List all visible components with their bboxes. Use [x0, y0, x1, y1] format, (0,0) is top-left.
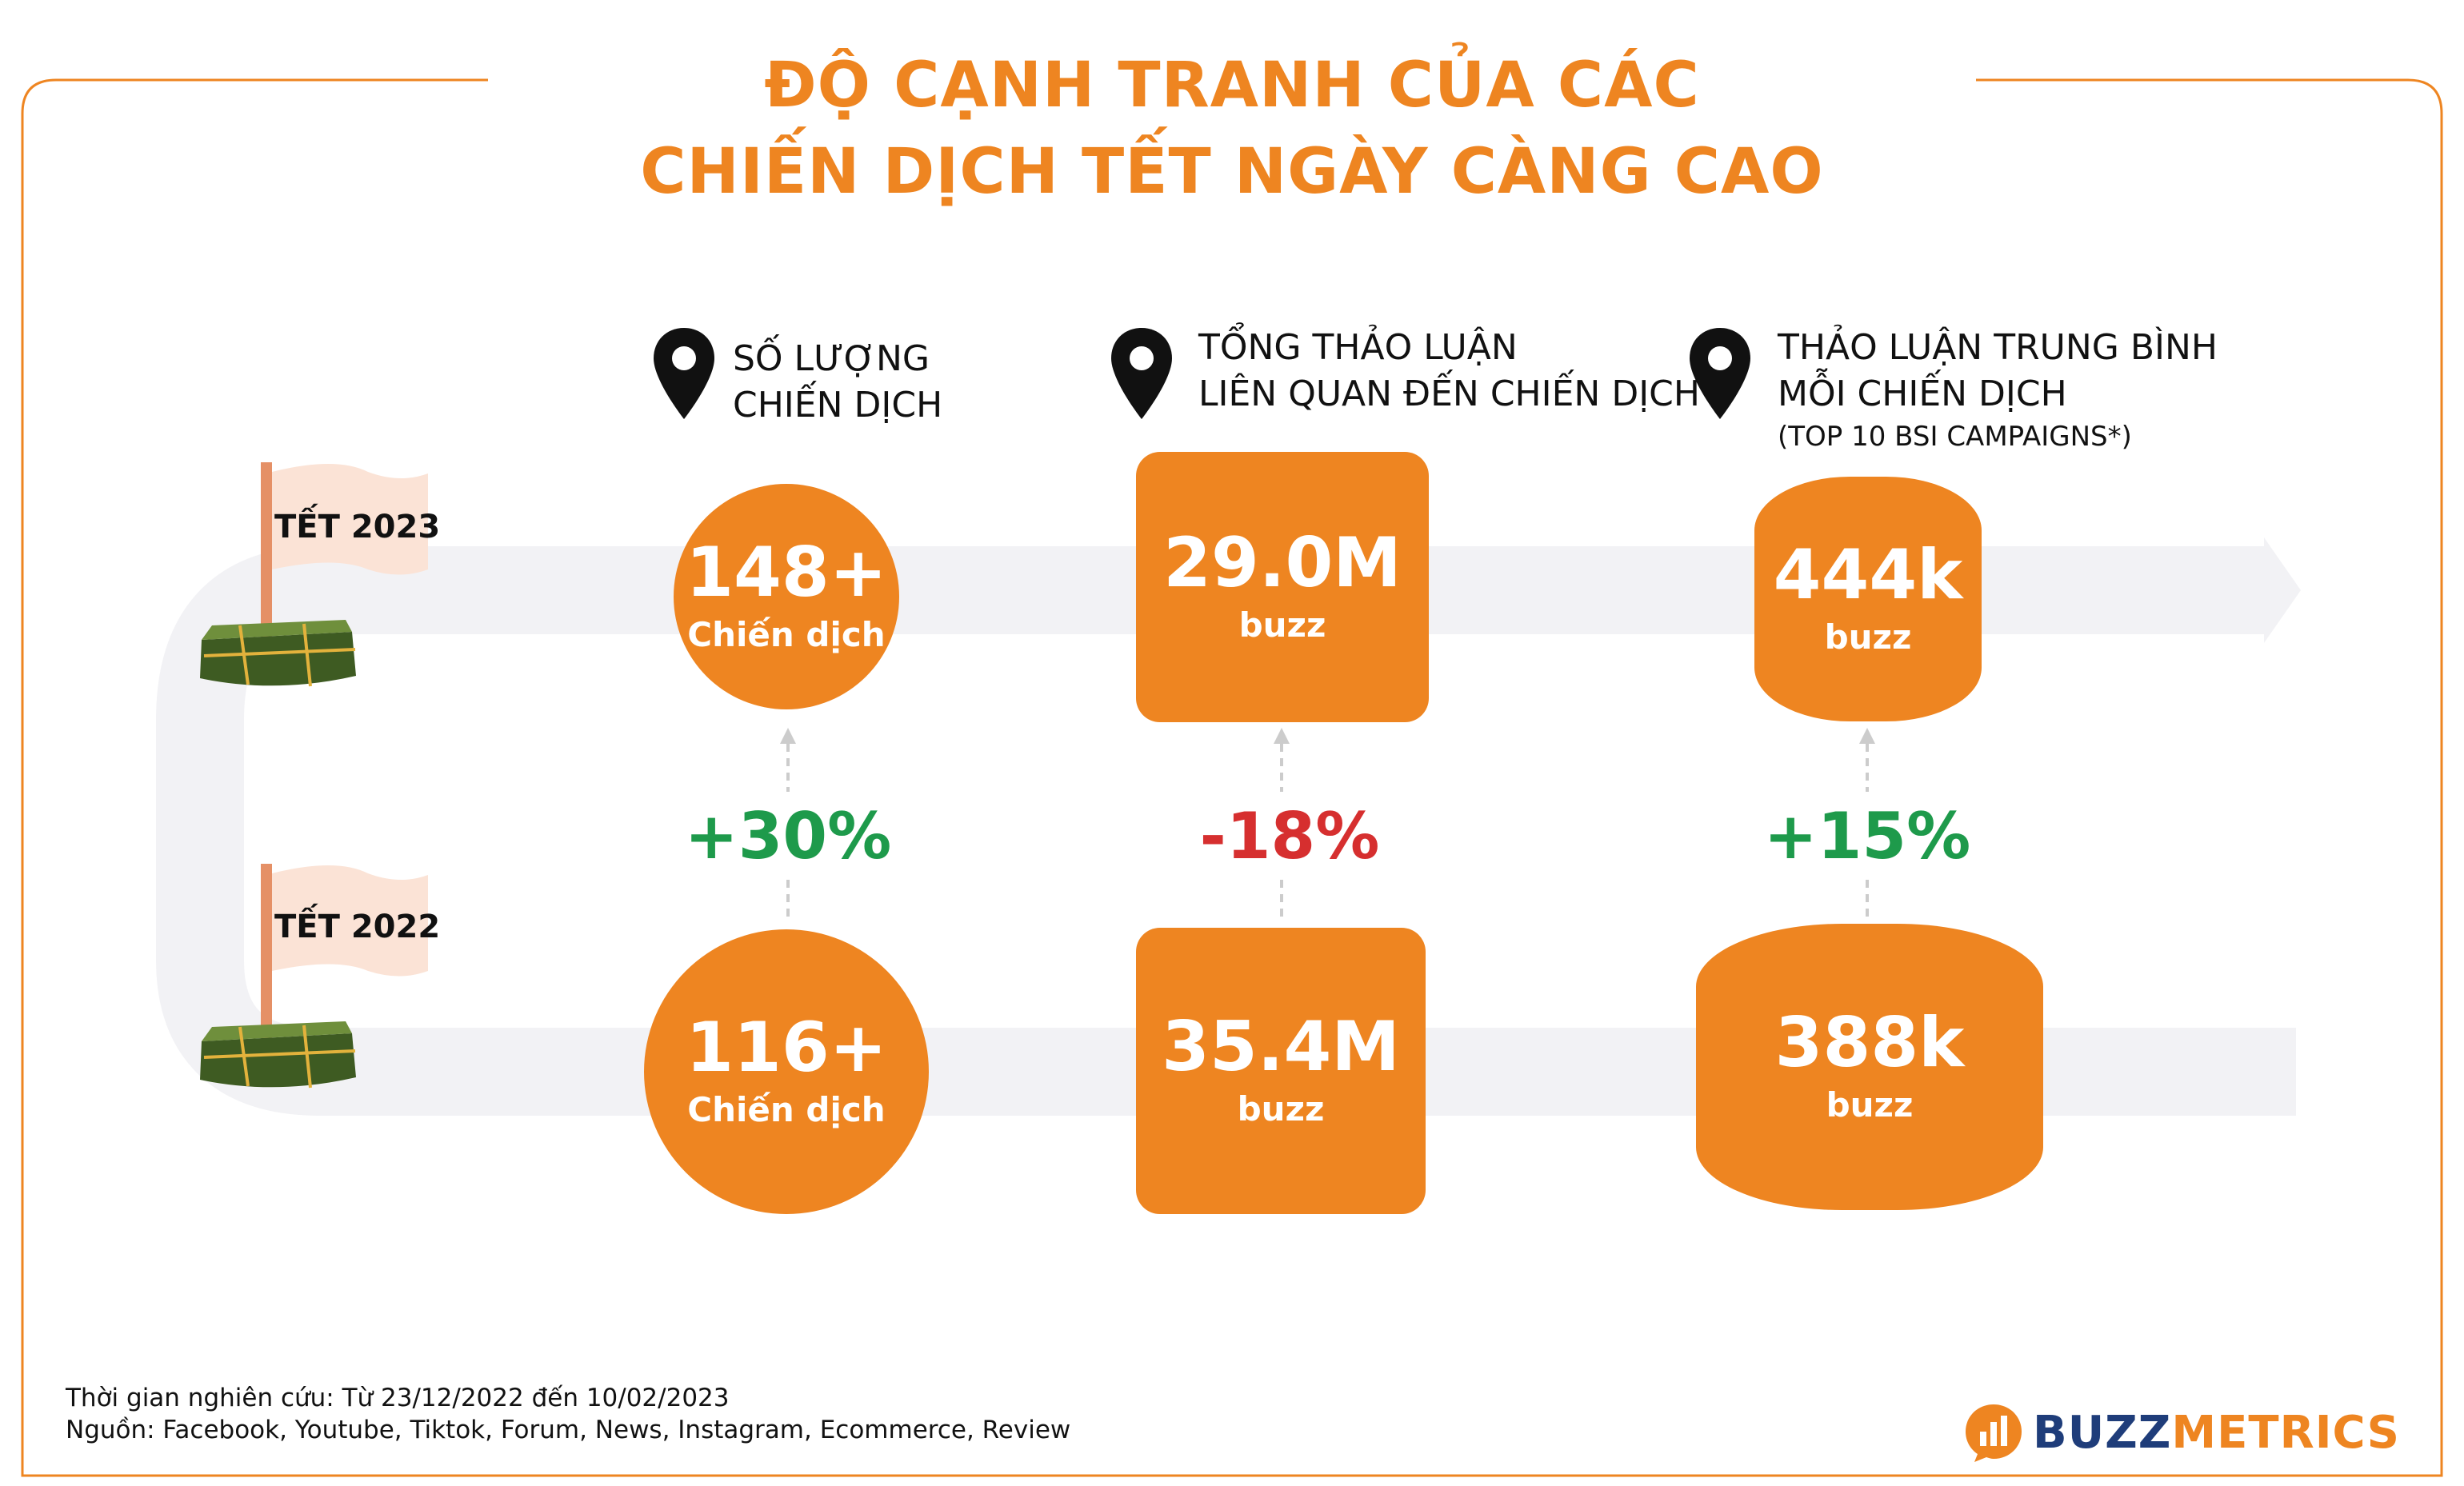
brand-name-part1: BUZZ [2033, 1406, 2172, 1459]
location-pin-icon [1690, 328, 1750, 419]
brand-name-part2: METRICS [2171, 1406, 2400, 1459]
footer-sources: Nguồn: Facebook, Youtube, Tiktok, Forum,… [66, 1416, 1071, 1444]
avg-buzz-2022-barrel: 388k buzz [1696, 924, 2043, 1210]
location-pin-icon [1111, 328, 1172, 419]
flag-label-2022: TẾT 2022 [274, 909, 441, 945]
column-heading-total-buzz: TỔNG THẢO LUẬN LIÊN QUAN ĐẾN CHIẾN DỊCH [1198, 327, 1700, 414]
change-campaigns: +30% [684, 799, 892, 873]
total-buzz-2022-box: 35.4M buzz [1136, 928, 1426, 1214]
campaigns-2023-circle: 148+ Chiến dịch [674, 484, 899, 709]
change-avg-buzz: +15% [1763, 799, 1971, 873]
location-pin-icon [654, 328, 714, 419]
flag-2022-icon [200, 864, 428, 1089]
total-buzz-2023-box: 29.0M buzz [1136, 452, 1429, 722]
page-title-line1: ĐỘ CẠNH TRANH CỦA CÁC [764, 50, 1700, 122]
change-total-buzz: -18% [1199, 799, 1380, 873]
brand-logo: BUZZMETRICS [1962, 1401, 2400, 1464]
campaigns-2022-circle: 116+ Chiến dịch [644, 929, 929, 1214]
avg-buzz-2023-barrel: 444k buzz [1754, 477, 1982, 721]
column-heading-avg-buzz: THẢO LUẬN TRUNG BÌNH MỖI CHIẾN DỊCH (TOP… [1778, 327, 2218, 453]
bar-chart-speech-bubble-icon [1966, 1404, 2022, 1462]
flag-2023-icon [200, 462, 428, 687]
page-title-line2: CHIẾN DỊCH TẾT NGÀY CÀNG CAO [640, 136, 1824, 208]
column-heading-campaigns: SỐ LƯỢNG CHIẾN DỊCH [733, 338, 943, 425]
footer-period: Thời gian nghiên cứu: Từ 23/12/2022 đến … [66, 1384, 730, 1412]
flag-label-2023: TẾT 2023 [274, 509, 441, 545]
